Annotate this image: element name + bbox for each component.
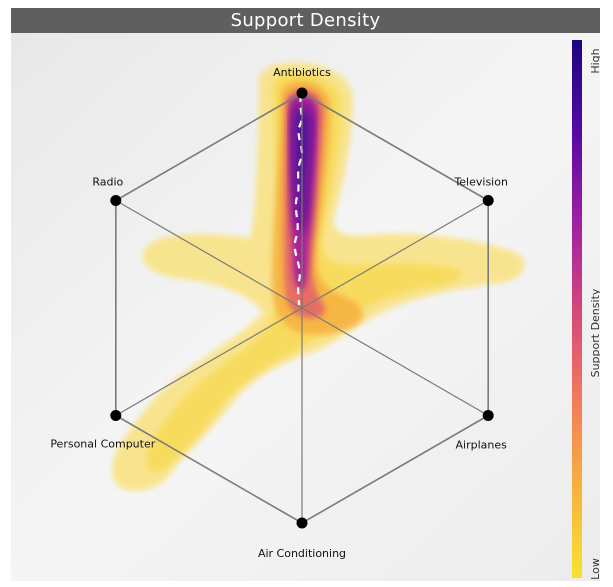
axis-label-personal-computer: Personal Computer: [50, 438, 155, 451]
colorbar-title: Support Density: [589, 288, 600, 377]
axis-node-air-conditioning: [296, 517, 308, 529]
axis-node-personal-computer: [110, 410, 122, 421]
axis-node-television: [482, 195, 494, 206]
colorbar-max-label: High: [589, 48, 600, 73]
axis-node-antibiotics: [296, 87, 308, 99]
colorbar: High Support Density Low: [572, 40, 600, 580]
axis-node-airplanes: [482, 410, 494, 421]
radar-grid: [110, 87, 494, 529]
axis-node-radio: [110, 195, 122, 206]
axis-label-air-conditioning: Air Conditioning: [258, 547, 346, 560]
axis-label-airplanes: Airplanes: [456, 439, 508, 452]
axis-label-television: Television: [453, 176, 508, 189]
density-ridge-line: [293, 94, 304, 306]
colorbar-min-label: Low: [589, 558, 600, 580]
chart-title: Support Density: [11, 8, 600, 33]
axis-label-radio: Radio: [92, 176, 123, 189]
axis-label-antibiotics: Antibiotics: [273, 66, 331, 79]
colorbar-gradient: [572, 40, 582, 578]
plot-area: Antibiotics Television Airplanes Air Condit…: [11, 33, 600, 581]
density-heatmap: [111, 62, 525, 491]
radar-spoke: [115, 199, 489, 417]
chart-svg: Antibiotics Television Airplanes Air Condit…: [11, 33, 600, 581]
axis-labels: Antibiotics Television Airplanes Air Condit…: [50, 66, 508, 560]
